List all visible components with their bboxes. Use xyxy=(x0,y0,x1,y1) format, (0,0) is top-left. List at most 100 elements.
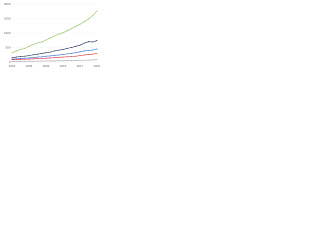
point xyxy=(32,58,34,60)
point xyxy=(83,50,85,52)
point xyxy=(58,49,60,51)
point xyxy=(37,42,38,44)
x-tick-label: 2013 xyxy=(60,64,67,68)
point xyxy=(75,25,77,27)
point xyxy=(54,54,55,56)
point xyxy=(28,45,30,47)
point xyxy=(37,60,38,62)
point xyxy=(96,10,98,12)
point xyxy=(28,58,30,60)
x-tick-label: 2009 xyxy=(43,64,50,68)
point xyxy=(88,18,89,20)
point xyxy=(79,55,81,57)
point xyxy=(24,57,26,59)
point xyxy=(49,57,51,59)
point xyxy=(96,52,98,54)
point xyxy=(45,57,47,59)
point xyxy=(66,56,68,58)
point xyxy=(75,52,77,54)
point xyxy=(71,60,72,62)
point xyxy=(62,49,64,50)
point xyxy=(62,56,64,58)
point xyxy=(41,41,43,43)
chart: 0 500 1000 1500 2000 2001 2005 2009 2013 2017 2021 xyxy=(4,2,100,68)
y-tick-label: 0 xyxy=(9,60,11,64)
point xyxy=(58,60,60,62)
point xyxy=(49,60,51,62)
x-tick-label: 2005 xyxy=(26,64,33,68)
point xyxy=(79,44,81,46)
x-tick-label: 2021 xyxy=(94,64,100,68)
point xyxy=(83,59,85,61)
point xyxy=(96,48,98,50)
point xyxy=(79,23,81,25)
point xyxy=(58,54,60,56)
point xyxy=(37,56,38,58)
point xyxy=(45,60,47,62)
point xyxy=(45,39,47,41)
y-tick-label: 1500 xyxy=(4,16,11,20)
point xyxy=(11,60,13,62)
point xyxy=(20,49,21,50)
point xyxy=(54,57,55,59)
point xyxy=(83,54,85,56)
point xyxy=(32,44,34,46)
y-tick-label: 2000 xyxy=(4,2,11,6)
y-tick-label: 1000 xyxy=(4,31,11,35)
point xyxy=(41,60,43,62)
point xyxy=(88,59,89,61)
point xyxy=(37,58,38,60)
point xyxy=(62,54,64,55)
x-tick-label: 2001 xyxy=(9,64,16,68)
point xyxy=(24,55,26,57)
point xyxy=(92,59,94,61)
point xyxy=(32,60,34,62)
point xyxy=(20,56,21,57)
point xyxy=(96,59,98,61)
point xyxy=(20,60,21,62)
point xyxy=(83,42,85,44)
point xyxy=(20,58,21,59)
point xyxy=(24,47,26,49)
x-tick-label: 2017 xyxy=(77,64,84,68)
point xyxy=(49,37,51,39)
point xyxy=(15,56,17,58)
point xyxy=(54,50,55,52)
line-series xyxy=(11,10,98,53)
point xyxy=(20,58,21,60)
point xyxy=(71,56,72,57)
point xyxy=(62,32,64,34)
point xyxy=(28,57,30,59)
y-tick-label: 500 xyxy=(5,45,10,49)
point xyxy=(49,51,51,53)
point xyxy=(24,60,26,62)
point xyxy=(66,47,68,49)
point xyxy=(88,41,89,43)
point xyxy=(79,59,81,61)
point xyxy=(41,53,43,55)
point xyxy=(32,54,34,56)
point xyxy=(45,55,47,57)
point xyxy=(28,60,30,62)
point xyxy=(15,59,17,60)
point xyxy=(96,40,98,41)
point xyxy=(15,50,17,52)
point xyxy=(58,33,60,35)
point xyxy=(75,55,77,57)
point xyxy=(32,57,34,59)
point xyxy=(11,52,13,54)
point xyxy=(62,60,64,62)
point xyxy=(54,60,55,62)
point xyxy=(66,60,68,62)
point xyxy=(83,21,85,23)
point xyxy=(92,49,94,51)
point xyxy=(41,58,43,59)
point xyxy=(75,45,77,47)
point xyxy=(71,28,72,30)
point xyxy=(15,58,17,60)
point xyxy=(71,52,72,54)
point xyxy=(11,57,13,59)
point xyxy=(79,51,81,53)
point xyxy=(24,58,26,60)
point xyxy=(11,59,13,61)
